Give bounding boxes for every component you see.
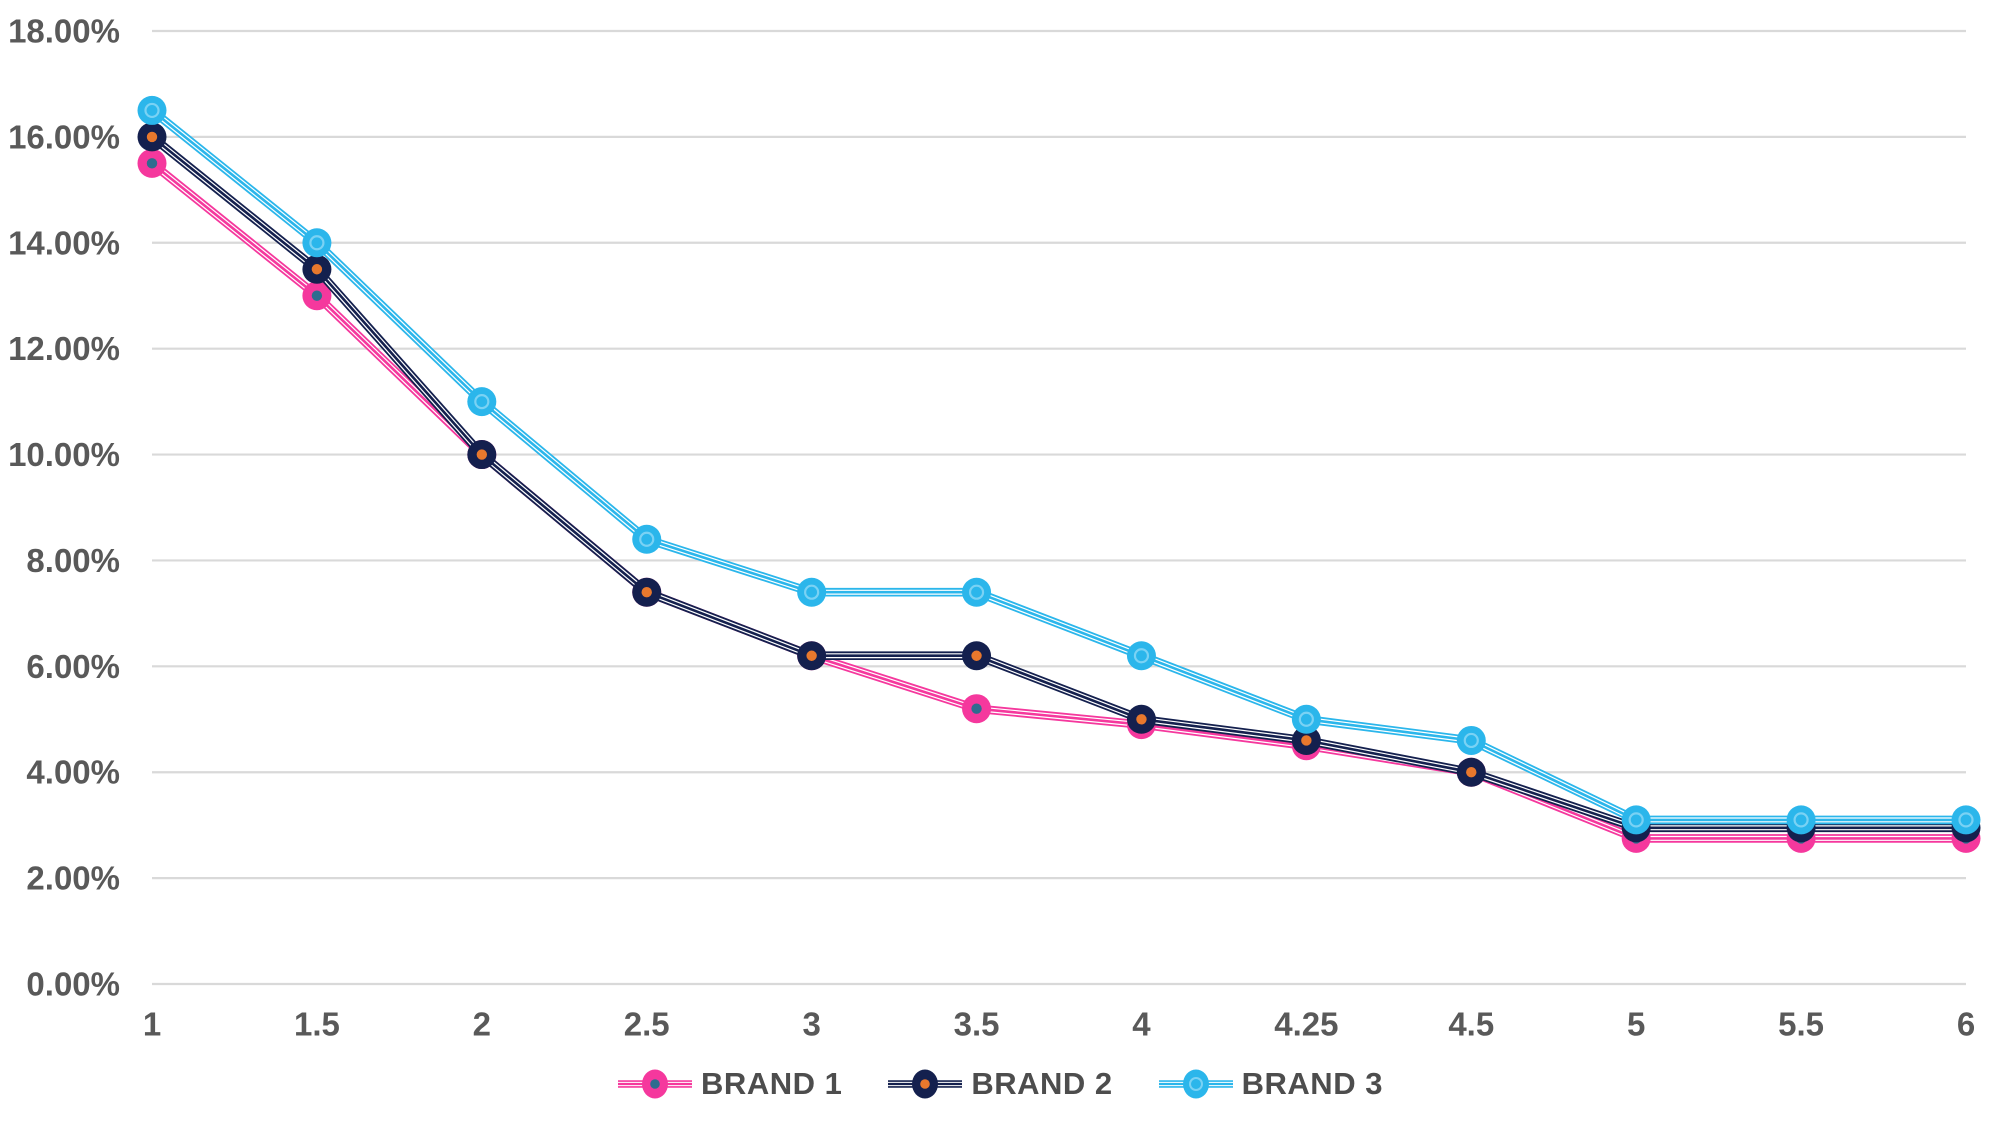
y-axis-tick-label: 16.00% [8,118,120,155]
x-axis-tick-label: 6 [1957,1006,1975,1043]
data-point-marker-brand-3 [302,228,332,258]
legend-marker-icon [1158,1069,1233,1099]
marker-inner-ring [804,584,820,600]
marker-inner-ring [1958,812,1974,828]
x-axis-tick-label: 2.5 [624,1006,670,1043]
legend-marker-icon [618,1069,693,1099]
y-axis-tick-label: 14.00% [8,224,120,261]
legend-item-brand-3: BRAND 3 [1157,1062,1383,1106]
marker-inner-dot [641,587,652,598]
y-axis-tick-label: 12.00% [8,330,120,367]
y-axis-tick-label: 2.00% [26,860,120,897]
x-axis-tick-label: 2 [473,1006,491,1043]
y-axis-tick-label: 4.00% [26,754,120,791]
chart-legend: BRAND 1 BRAND 2 BRAND 3 [0,1052,1999,1116]
marker-inner-ring [1463,732,1479,749]
marker-inner-dot [971,703,982,714]
series-line-brand-3 [150,109,1968,822]
data-point-marker-brand-3 [962,577,992,607]
x-axis-tick-label: 5 [1627,1006,1645,1043]
y-axis-tick-label: 6.00% [26,648,120,685]
legend-label: BRAND 2 [971,1066,1113,1101]
data-point-marker-brand-3 [632,524,662,554]
y-axis-tick-label: 8.00% [26,542,120,579]
x-axis-tick-label: 3 [802,1006,820,1043]
data-point-marker-brand-3 [467,387,497,417]
x-axis-tick-label: 4.5 [1448,1006,1494,1043]
marker-inner-ring [309,235,325,251]
series-brand-1 [137,148,1981,853]
data-point-marker-brand-3 [1786,805,1816,835]
marker-inner-ring [968,584,985,600]
legend-item-brand-2: BRAND 2 [886,1062,1112,1106]
series-line-brand-1 [147,159,1971,843]
series-line-brand-1 [150,162,1968,840]
marker-inner-ring [474,394,490,410]
data-point-marker-brand-3 [1126,641,1156,671]
marker-inner-dot [146,131,158,143]
data-point-marker-brand-3 [797,577,827,607]
x-axis-tick-label: 4 [1132,1006,1151,1043]
series-brand-2 [137,122,1981,843]
legend-label: BRAND 1 [701,1066,843,1101]
marker-inner-ring [639,531,655,547]
marker-inner-dot [311,264,323,275]
y-axis-tick-label: 10.00% [8,436,120,473]
marker-inner-dot [146,158,158,169]
series-line-brand-2 [150,135,1968,830]
y-axis-tick-label: 18.00% [8,13,120,50]
x-axis-tick-label: 3.5 [954,1006,1000,1043]
data-point-marker-brand-3 [137,95,167,125]
y-axis-tick-label: 0.00% [26,966,120,1003]
marker-inner-dot [311,290,323,301]
marker-inner-dot [476,449,488,460]
series-line-brand-2 [147,132,1971,833]
x-axis-tick-label: 1 [143,1006,161,1043]
data-point-marker-brand-3 [1291,704,1321,734]
marker-inner-dot [971,650,982,661]
marker-inner-ring [1628,812,1644,828]
marker-inner-dot [1136,714,1147,725]
data-point-marker-brand-3 [1951,805,1981,835]
marker-inner-dot [1466,767,1477,778]
series-line-brand-1 [149,160,1969,841]
legend-item-brand-1: BRAND 1 [616,1062,842,1106]
marker-inner-ring [1793,812,1809,828]
series-brand-3 [137,95,1981,835]
marker-inner-dot [1301,735,1312,746]
x-axis-tick-label: 1.5 [294,1006,340,1043]
marker-inner-ring [1298,711,1314,727]
marker-inner-ring [144,102,160,119]
data-point-marker-brand-3 [1621,805,1651,835]
legend-label: BRAND 3 [1241,1066,1383,1101]
marker-inner-ring [1133,648,1150,664]
data-point-marker-brand-3 [1456,725,1486,755]
x-axis-tick-label: 4.25 [1274,1006,1338,1043]
legend-marker-icon [888,1069,963,1099]
x-axis-tick-label: 5.5 [1778,1006,1824,1043]
marker-inner-dot [806,650,817,661]
series-line-brand-2 [149,134,1969,831]
